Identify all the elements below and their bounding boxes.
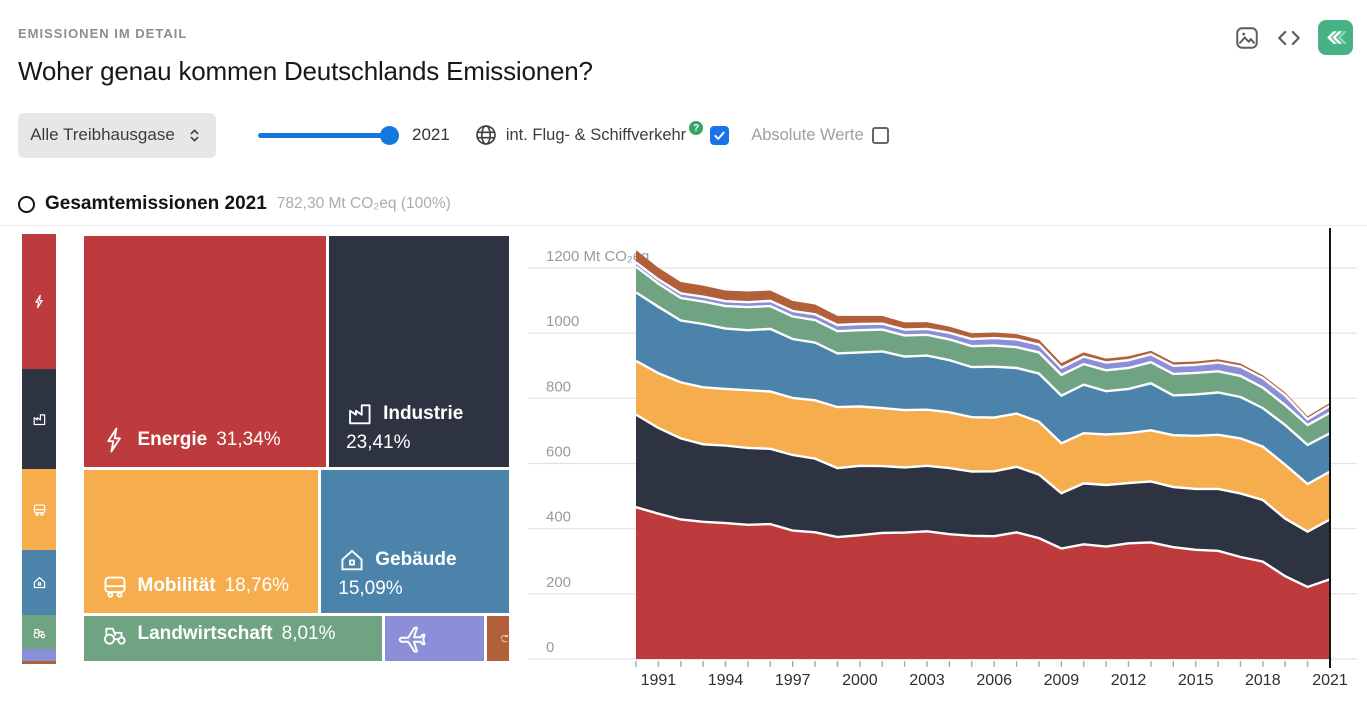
area-band-mobilitt (636, 360, 1330, 532)
area-band-intflugschiffverkehr (636, 262, 1330, 426)
unfold-more-icon (190, 129, 199, 141)
intl-transport-label: int. Flug- & Schiffverkehr (505, 125, 687, 144)
treemap-tile-energie[interactable]: Energie 31,34% (83, 235, 327, 468)
strip-segment-industrie[interactable] (22, 368, 56, 470)
y-axis-label: 1200 Mt CO₂eq (546, 248, 649, 265)
gas-select-value: Alle Treibhausgase (30, 125, 175, 144)
embed-code-button[interactable] (1276, 25, 1302, 51)
y-axis-label: 400 (546, 509, 571, 526)
strip-segment-flugschiff[interactable] (22, 649, 56, 662)
sector-strip (22, 234, 56, 664)
tile-label: Industrie (383, 403, 464, 425)
help-badge[interactable]: ? (689, 121, 704, 135)
klimadashboard-logo[interactable] (1318, 20, 1353, 55)
tile-label: Energie (137, 429, 208, 451)
strip-segment-abfall[interactable] (22, 661, 56, 664)
treemap-tile-industrie[interactable]: Industrie 23,41% (329, 235, 510, 468)
treemap-tile-gebaeude[interactable]: Gebäude 15,09% (321, 470, 510, 613)
absolute-values-label: Absolute Werte (751, 125, 864, 144)
x-axis-label: 1991 (641, 672, 677, 689)
band-separator (635, 359, 1331, 486)
page-title: Woher genau kommen Deutschlands Emission… (18, 56, 593, 86)
divider (0, 225, 1367, 226)
tile-label: Gebäude (375, 548, 457, 570)
sector-treemap: Energie 31,34% Industrie 23,41% Mobilität 18,… (82, 234, 511, 663)
summary-row: Gesamtemissionen 2021 782,30 Mt CO₂eq (1… (18, 193, 451, 215)
year-slider-value: 2021 (412, 125, 450, 144)
tile-percent: 18,76% (224, 574, 290, 596)
treemap-tile-mobilitaet[interactable]: Mobilität 18,76% (83, 470, 319, 613)
bus-icon (33, 504, 45, 517)
treemap-tile-landwirtschaft[interactable]: Landwirtschaft 8,01% (83, 615, 382, 662)
y-axis-label: 200 (546, 574, 571, 591)
area-band-industrie (636, 414, 1330, 587)
tile-percent: 31,34% (216, 429, 281, 451)
globe-icon (476, 125, 496, 145)
bolt-icon (106, 428, 121, 453)
x-axis-label: 2009 (1044, 672, 1080, 689)
tile-percent: 8,01% (281, 623, 336, 645)
summary-title: Gesamtemissionen 2021 (45, 193, 267, 214)
home-icon (33, 577, 45, 589)
waste-icon (500, 634, 508, 642)
toolbar (1234, 20, 1353, 55)
x-axis-label: 1997 (775, 672, 811, 689)
band-separator (635, 506, 1331, 589)
summary-value: 782,30 Mt CO₂eq (100%) (276, 195, 451, 212)
year-slider-track[interactable] (258, 133, 392, 138)
y-axis-label: 1000 (546, 313, 579, 330)
treemap-tile-flugschiff[interactable] (384, 615, 484, 662)
total-circle-icon (18, 195, 35, 213)
band-separator (635, 291, 1331, 447)
y-axis-label: 600 (546, 444, 571, 461)
x-axis-label: 1994 (708, 672, 744, 689)
band-separator (635, 261, 1331, 421)
area-band-energie (636, 507, 1330, 659)
klimadashboard-logo-icon (1327, 31, 1347, 44)
controls-row: Alle Treibhausgase 2021 int. Flug- (18, 112, 889, 158)
tractor-icon (33, 628, 45, 638)
factory-icon (349, 404, 371, 425)
x-axis-label: 2012 (1111, 672, 1147, 689)
x-axis-label: 2006 (976, 672, 1012, 689)
gas-select[interactable]: Alle Treibhausgase (18, 112, 216, 158)
embed-code-icon (1278, 30, 1300, 45)
tile-label: Landwirtschaft (137, 623, 273, 645)
home-icon (341, 549, 363, 570)
strip-segment-landwirtschaft[interactable] (22, 614, 56, 650)
absolute-values-checkbox[interactable] (871, 126, 889, 144)
section-eyebrow: EMISSIONEN IM DETAIL (18, 26, 188, 41)
strip-segment-energie[interactable] (22, 234, 56, 369)
strip-segment-mobilitaet[interactable] (22, 469, 56, 551)
treemap-tile-abfall[interactable] (486, 615, 510, 662)
tile-percent: 15,09% (338, 577, 403, 599)
band-separator (635, 265, 1331, 427)
image-export-button[interactable] (1234, 25, 1260, 51)
bolt-icon (34, 294, 43, 309)
x-axis-label: 2015 (1178, 672, 1214, 689)
intl-transport-checkbox[interactable] (710, 125, 730, 145)
image-export-icon (1236, 26, 1258, 49)
tile-label: Mobilität (137, 574, 216, 596)
y-axis-label: 0 (546, 639, 554, 656)
x-axis-label: 2003 (909, 672, 945, 689)
year-slider[interactable] (258, 125, 399, 145)
x-axis-label: 2021 (1312, 672, 1348, 689)
area-band-abfall (636, 250, 1330, 420)
year-slider-thumb[interactable] (380, 126, 399, 145)
strip-segment-gebaeude[interactable] (22, 550, 56, 615)
y-axis-label: 800 (546, 378, 571, 395)
checkmark-icon (714, 131, 725, 140)
band-separator (635, 413, 1331, 533)
plane-icon (398, 626, 426, 653)
bus-icon (103, 576, 125, 598)
tile-percent: 23,41% (346, 432, 411, 454)
tractor-icon (103, 628, 126, 646)
area-band-landwirtschaft (636, 266, 1330, 445)
factory-icon (33, 413, 45, 425)
area-band-gebude (636, 292, 1330, 484)
x-axis-label: 2000 (842, 672, 878, 689)
x-axis-label: 2018 (1245, 672, 1281, 689)
